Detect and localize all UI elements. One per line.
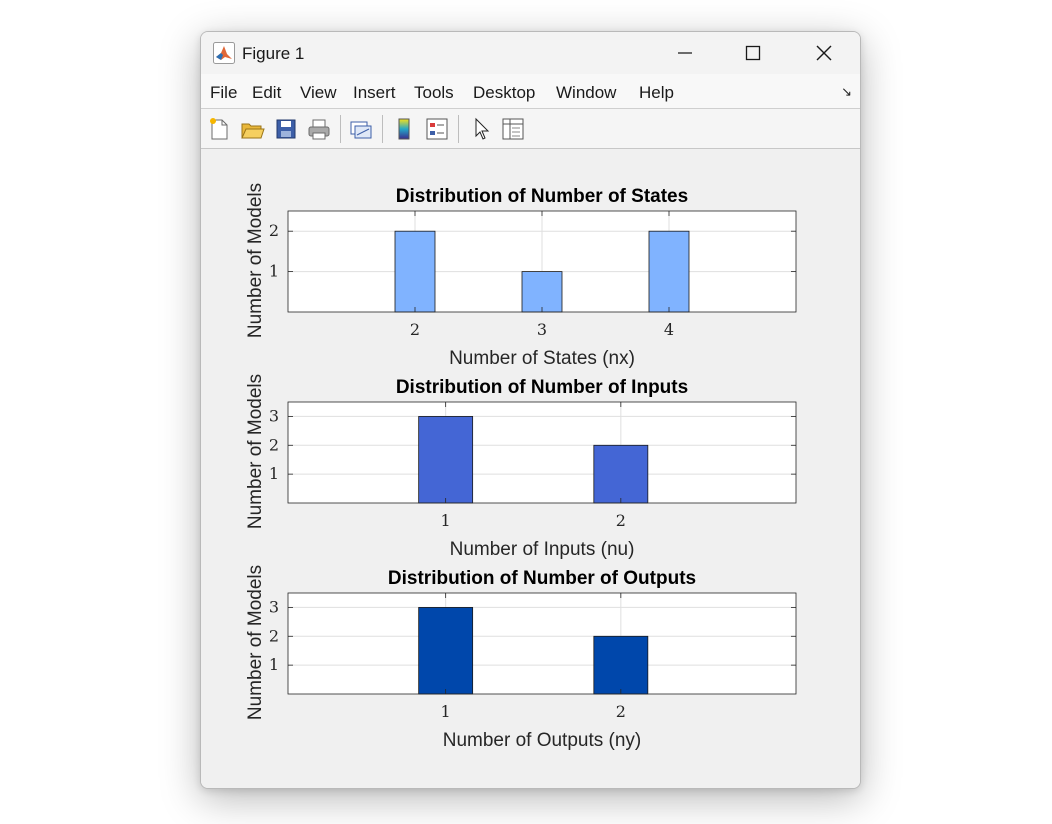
plots-svg[interactable]: 2 3 4 1 2 Distribution of Number of States Num…: [201, 149, 860, 788]
y-tick-label: 1: [269, 655, 279, 674]
axes-background: [288, 593, 796, 694]
chart-title: Distribution of Number of Outputs: [388, 568, 696, 589]
open-file-icon[interactable]: [239, 116, 265, 142]
maximize-icon: [745, 45, 761, 61]
x-axis-label: Number of Outputs (ny): [443, 730, 642, 751]
property-inspector-icon[interactable]: [500, 116, 526, 142]
x-tick-label: 4: [664, 320, 674, 339]
menu-desktop[interactable]: Desktop: [473, 83, 536, 102]
y-tick-label: 2: [269, 221, 279, 240]
menu-bar: File Edit View Insert Tools Desktop Wind…: [201, 74, 860, 109]
bar[interactable]: [521, 271, 563, 313]
y-tick-label: 1: [269, 464, 279, 483]
y-tick-label: 3: [269, 597, 279, 616]
matlab-logo-icon: [213, 42, 235, 64]
bar[interactable]: [394, 230, 436, 313]
subplot-1[interactable]: 2 3 4 1 2 Distribution of Number of States Num…: [245, 183, 797, 369]
x-tick-label: 2: [616, 702, 626, 721]
x-tick-label: 2: [410, 320, 420, 339]
menu-window[interactable]: Window: [556, 83, 617, 102]
title-bar[interactable]: Figure 1: [201, 32, 860, 74]
x-tick-label: 1: [441, 702, 451, 721]
x-tick-label: 2: [616, 511, 626, 530]
print-icon[interactable]: [306, 116, 332, 142]
menu-help[interactable]: Help: [639, 83, 674, 102]
x-tick-label: 3: [537, 320, 547, 339]
bar[interactable]: [593, 635, 649, 695]
minimize-icon: [678, 52, 692, 54]
axes-box: [287, 401, 797, 504]
subplot-3[interactable]: 1 2 1 2 3 Distribution of Number of Outputs Nu…: [245, 565, 797, 751]
axes-box: [287, 592, 797, 695]
x-axis-label: Number of Inputs (nu): [450, 539, 635, 560]
dock-arrow-icon[interactable]: ↘: [841, 84, 852, 99]
toolbar: [201, 109, 860, 149]
x-tick-label: 1: [441, 511, 451, 530]
axes-background: [288, 402, 796, 503]
close-button[interactable]: [790, 32, 858, 74]
bar[interactable]: [593, 444, 649, 504]
menu-insert[interactable]: Insert: [353, 83, 396, 102]
window-title: Figure 1: [242, 44, 305, 63]
chart-title: Distribution of Number of States: [396, 186, 688, 207]
insert-legend-icon[interactable]: [424, 116, 450, 142]
pointer-icon[interactable]: [468, 116, 494, 142]
bar[interactable]: [418, 416, 474, 504]
figure-canvas: 2 3 4 1 2 Distribution of Number of States Num…: [201, 149, 860, 788]
bar[interactable]: [418, 607, 474, 695]
save-icon[interactable]: [273, 116, 299, 142]
y-axis-label: Number of Models: [245, 374, 266, 529]
menu-file[interactable]: File: [210, 83, 238, 102]
close-icon: [816, 45, 832, 61]
y-axis-label: Number of Models: [245, 183, 266, 338]
y-tick-label: 3: [269, 406, 279, 425]
figure-window: Figure 1 File Edit View Insert Tools Des…: [200, 31, 861, 789]
x-axis-label: Number of States (nx): [449, 348, 635, 369]
y-axis-label: Number of Models: [245, 565, 266, 720]
toolbar-separator: [458, 115, 459, 143]
y-tick-label: 2: [269, 626, 279, 645]
bar[interactable]: [648, 230, 690, 313]
insert-colorbar-icon[interactable]: [391, 116, 417, 142]
subplot-2[interactable]: 1 2 1 2 3 Distribution of Number of Inputs Num…: [245, 374, 797, 560]
y-tick-label: 1: [269, 262, 279, 281]
y-tick-label: 2: [269, 435, 279, 454]
link-plot-icon[interactable]: [348, 116, 374, 142]
chart-title: Distribution of Number of Inputs: [396, 377, 688, 398]
maximize-button[interactable]: [719, 32, 787, 74]
menu-tools[interactable]: Tools: [414, 83, 454, 102]
minimize-button[interactable]: [651, 32, 719, 74]
new-figure-icon[interactable]: [206, 116, 232, 142]
toolbar-separator: [340, 115, 341, 143]
menu-edit[interactable]: Edit: [252, 83, 282, 102]
menu-view[interactable]: View: [300, 83, 337, 102]
toolbar-separator: [382, 115, 383, 143]
